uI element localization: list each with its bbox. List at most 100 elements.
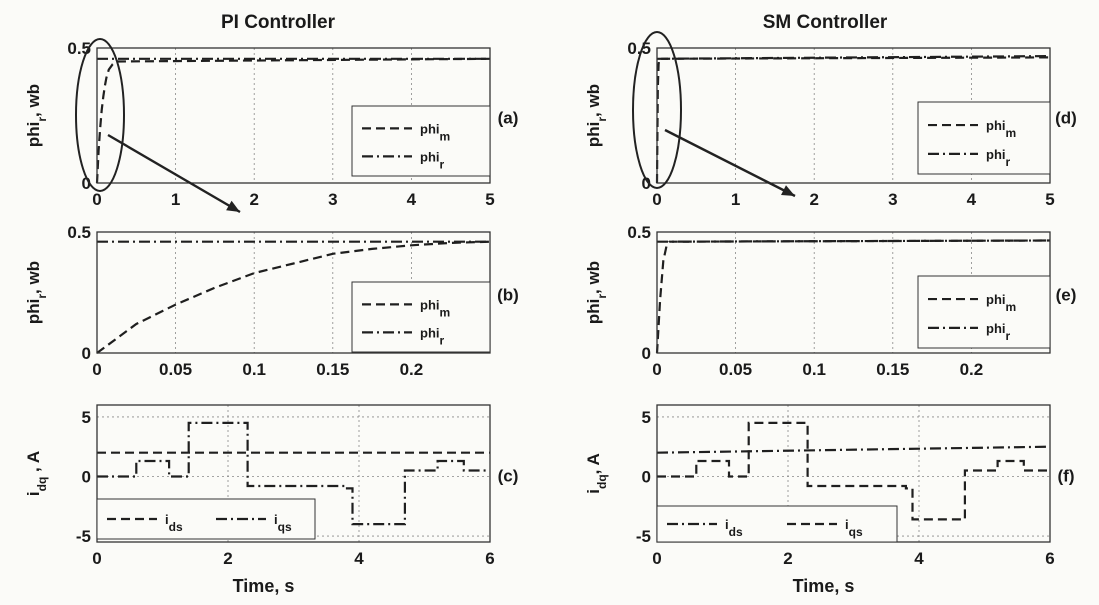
- legend-label-i_qs: iqs: [274, 512, 292, 534]
- x-tick-label: 0.15: [316, 360, 349, 379]
- y-axis-label: idq , A: [24, 451, 49, 496]
- panel-tag: (e): [1056, 286, 1077, 305]
- legend-box: [917, 275, 1051, 349]
- legend-box: [351, 105, 491, 177]
- x-tick-label: 1: [731, 190, 740, 209]
- x-tick-label: 0.2: [400, 360, 424, 379]
- legend-label-i_ds: ids: [165, 512, 183, 534]
- y-tick-label: -5: [76, 527, 91, 546]
- panel-tag: (a): [498, 109, 519, 128]
- x-tick-label: 0.05: [159, 360, 192, 379]
- x-axis-label: Time, s: [233, 576, 295, 596]
- legend-label-phi_m: phim: [986, 292, 1016, 314]
- y-tick-label: 5: [642, 408, 651, 427]
- y-axis-label: phir, wb: [24, 84, 49, 147]
- y-tick-label: 0: [642, 174, 651, 193]
- x-axis-label: Time, s: [793, 576, 855, 596]
- legend-label-i_ds: ids: [725, 517, 743, 539]
- y-tick-label: 0.5: [67, 223, 91, 242]
- x-tick-label: 2: [783, 549, 792, 568]
- y-tick-label: 0: [642, 467, 651, 486]
- x-tick-label: 1: [171, 190, 180, 209]
- zoom-arrowhead: [781, 185, 795, 196]
- x-tick-label: 5: [1045, 190, 1054, 209]
- x-tick-label: 5: [485, 190, 494, 209]
- legend: ids iqs: [96, 498, 316, 540]
- x-tick-label: 4: [407, 190, 417, 209]
- series-line-phi_m: [96, 240, 491, 354]
- x-tick-label: 4: [914, 549, 924, 568]
- x-tick-label: 2: [809, 190, 818, 209]
- x-tick-label: 0: [92, 360, 101, 379]
- y-tick-label: 0: [82, 174, 91, 193]
- y-tick-label: 5: [82, 408, 91, 427]
- x-tick-label: 0: [652, 360, 661, 379]
- legend-label-phi_m: phim: [420, 297, 450, 319]
- x-tick-label: 6: [485, 549, 494, 568]
- legend: phim phir: [917, 275, 1051, 349]
- y-tick-label: 0: [82, 344, 91, 363]
- legend-label-i_qs: iqs: [845, 517, 863, 539]
- legend-label-phi_m: phim: [986, 118, 1016, 140]
- x-tick-label: 0: [92, 190, 101, 209]
- x-tick-label: 6: [1045, 549, 1054, 568]
- y-axis-label: phir, wb: [584, 261, 609, 324]
- legend-box: [96, 498, 316, 540]
- panel-tag: (d): [1055, 109, 1077, 128]
- x-tick-label: 0.15: [876, 360, 909, 379]
- zoom-arrowhead: [226, 200, 240, 212]
- series-line-i_ds: [656, 445, 1051, 454]
- x-tick-label: 0.2: [960, 360, 984, 379]
- panel-tag: (b): [497, 286, 519, 305]
- x-tick-label: 3: [888, 190, 897, 209]
- legend: phim phir: [351, 281, 491, 353]
- legend: phim phir: [351, 105, 491, 177]
- x-tick-label: 0.1: [242, 360, 266, 379]
- zoom-annotation-a: [75, 38, 241, 214]
- series-line-i_qs: [97, 421, 490, 526]
- series-line-phi_m: [655, 239, 1051, 354]
- legend-label-phi_r: phir: [986, 147, 1011, 169]
- legend: phim phir: [917, 101, 1051, 175]
- x-tick-label: 0.1: [802, 360, 826, 379]
- x-tick-label: 0: [652, 549, 661, 568]
- legend-label-phi_m: phim: [420, 121, 450, 143]
- panel-tag: (c): [498, 467, 519, 486]
- x-tick-label: 0.05: [719, 360, 752, 379]
- y-axis-label: phir, wb: [24, 261, 49, 324]
- legend: ids iqs: [656, 505, 898, 543]
- legend-label-phi_r: phir: [986, 321, 1011, 343]
- x-tick-label: 4: [967, 190, 977, 209]
- legend-label-phi_r: phir: [420, 325, 445, 347]
- y-tick-label: 0: [642, 344, 651, 363]
- panel-tag: (f): [1058, 467, 1075, 486]
- zoom-annotation-d: [632, 31, 796, 198]
- series-line-phi_m: [95, 57, 491, 184]
- y-tick-label: 0: [82, 467, 91, 486]
- zoom-ellipse: [75, 38, 125, 192]
- series-line-i_qs: [657, 421, 1050, 521]
- plot-frame: [96, 404, 491, 543]
- zoom-arrow: [664, 128, 796, 198]
- zoom-arrow: [107, 133, 241, 214]
- panel-b: 0 0.05 0.1 0.15 0.2 0 0.5 phir, wb (b) phim phir: [24, 223, 519, 379]
- x-tick-label: 2: [249, 190, 258, 209]
- x-tick-label: 3: [328, 190, 337, 209]
- y-axis-label: idq, A: [584, 453, 609, 494]
- x-tick-label: 0: [92, 549, 101, 568]
- legend-box: [351, 281, 491, 353]
- x-tick-label: 4: [354, 549, 364, 568]
- x-tick-label: 0: [652, 190, 661, 209]
- series-line-phi_r: [656, 55, 1051, 60]
- legend-box: [917, 101, 1051, 175]
- zoom-ellipse: [632, 31, 682, 189]
- title-sm-controller: SM Controller: [763, 12, 888, 33]
- y-tick-label: 0.5: [627, 223, 651, 242]
- title-pi-controller: PI Controller: [221, 12, 336, 33]
